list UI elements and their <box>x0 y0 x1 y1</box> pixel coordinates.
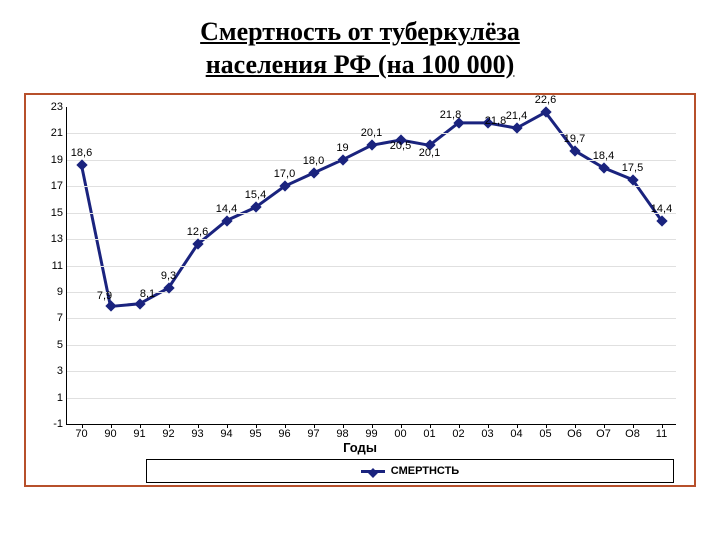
x-tick-mark <box>169 424 170 428</box>
y-tick-label: 19 <box>51 154 67 166</box>
y-tick-label: 23 <box>51 101 67 113</box>
data-label: 20,5 <box>390 140 411 152</box>
legend-label: СМЕРТНСТЬ <box>391 465 459 477</box>
data-label: 17,5 <box>622 162 643 174</box>
y-tick-label: 9 <box>57 286 67 298</box>
x-tick-mark <box>662 424 663 428</box>
y-tick-label: 13 <box>51 233 67 245</box>
gridline <box>67 292 676 293</box>
x-tick-mark <box>575 424 576 428</box>
y-tick-label: 5 <box>57 339 67 351</box>
x-tick-mark <box>111 424 112 428</box>
x-tick-mark <box>633 424 634 428</box>
legend-line-icon <box>361 470 385 473</box>
x-tick-mark <box>314 424 315 428</box>
data-label: 18,0 <box>303 155 324 167</box>
x-tick-mark <box>227 424 228 428</box>
gridline <box>67 239 676 240</box>
x-tick-mark <box>343 424 344 428</box>
x-tick-mark <box>140 424 141 428</box>
gridline <box>67 318 676 319</box>
x-axis-label: Годы <box>343 440 377 455</box>
x-tick-mark <box>517 424 518 428</box>
y-tick-label: 3 <box>57 365 67 377</box>
y-tick-label: 17 <box>51 180 67 192</box>
x-tick-mark <box>256 424 257 428</box>
gridline <box>67 213 676 214</box>
gridline <box>67 345 676 346</box>
gridline <box>67 371 676 372</box>
x-tick-mark <box>285 424 286 428</box>
y-tick-label: 7 <box>57 312 67 324</box>
data-label: 14,4 <box>216 203 237 215</box>
data-label: 9,3 <box>161 270 176 282</box>
y-tick-label: 15 <box>51 207 67 219</box>
plot-area: -113579111315171921237090919293949596979… <box>66 107 676 425</box>
data-label: 15,4 <box>245 189 266 201</box>
legend: СМЕРТНСТЬ <box>146 459 674 483</box>
gridline <box>67 186 676 187</box>
x-tick-mark <box>372 424 373 428</box>
data-label: 12,6 <box>187 226 208 238</box>
data-label: 22,6 <box>535 94 556 106</box>
gridline <box>67 398 676 399</box>
data-label: 7,9 <box>97 290 112 302</box>
x-tick-mark <box>604 424 605 428</box>
x-tick-mark <box>430 424 431 428</box>
title-line-2: населения РФ (на 100 000) <box>206 50 515 79</box>
y-tick-label: 1 <box>57 392 67 404</box>
legend-swatch <box>361 470 385 473</box>
x-tick-mark <box>401 424 402 428</box>
x-tick-mark <box>82 424 83 428</box>
data-label: 21,8 <box>440 109 461 121</box>
data-label: 14,4 <box>651 203 672 215</box>
y-tick-label: 21 <box>51 127 67 139</box>
data-label: 18,6 <box>71 147 92 159</box>
data-label: 19,7 <box>564 133 585 145</box>
chart-title: Смертность от туберкулёза населения РФ (… <box>40 16 680 81</box>
x-tick-mark <box>459 424 460 428</box>
y-tick-label: -1 <box>53 418 67 430</box>
gridline <box>67 160 676 161</box>
data-label: 21,4 <box>506 110 527 122</box>
gridline <box>67 266 676 267</box>
data-label: 18,4 <box>593 150 614 162</box>
data-label: 20,1 <box>361 127 382 139</box>
title-line-1: Смертность от туберкулёза <box>200 17 520 46</box>
chart-frame: -113579111315171921237090919293949596979… <box>24 93 696 487</box>
x-tick-mark <box>198 424 199 428</box>
data-label: 20,1 <box>419 147 440 159</box>
data-label: 17,0 <box>274 168 295 180</box>
data-label: 21,8 <box>485 115 506 127</box>
y-tick-label: 11 <box>52 260 67 272</box>
data-label: 8,1 <box>140 288 155 300</box>
data-label: 19 <box>336 142 348 154</box>
x-tick-mark <box>488 424 489 428</box>
x-tick-mark <box>546 424 547 428</box>
